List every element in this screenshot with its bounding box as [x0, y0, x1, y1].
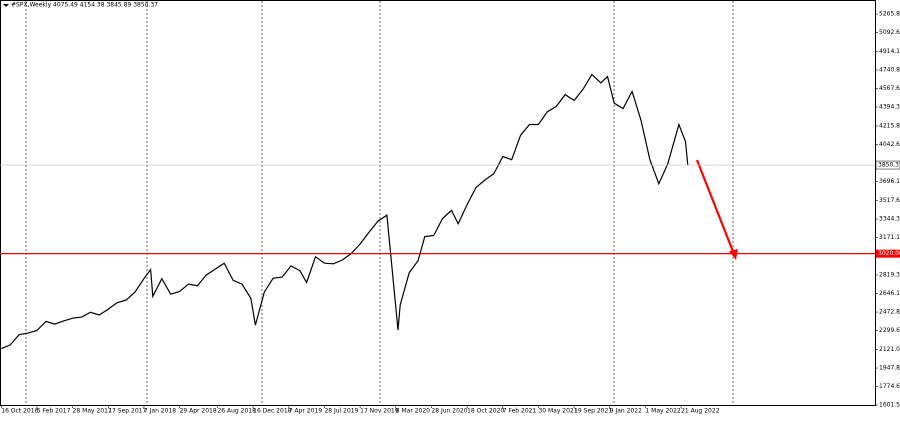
- y-tick-label: 2299.60: [879, 327, 900, 334]
- x-tick-label: 16 Oct 2016: [1, 408, 38, 415]
- y-tick-label: 5092.60: [879, 29, 900, 36]
- x-tick-label: 17 Sep 2017: [108, 408, 146, 415]
- x-tick-label: 7 Jan 2018: [144, 408, 176, 415]
- y-tick-label: 5265.85: [879, 10, 900, 17]
- y-tick-label: 3696.10: [879, 178, 900, 185]
- period-separators: [25, 1, 734, 405]
- x-tick-label: 29 Apr 2018: [180, 408, 217, 415]
- menu-icon[interactable]: [3, 4, 9, 7]
- level-label: 3020.00: [878, 250, 900, 257]
- x-tick-label: 26 Aug 2018: [217, 408, 256, 415]
- x-tick-label: 8 Mar 2020: [396, 408, 430, 415]
- x-tick-label: 1 May 2022: [645, 408, 680, 415]
- x-tick-label: 16 Dec 2018: [253, 408, 292, 415]
- y-tick-label: 4215.85: [879, 123, 900, 130]
- y-tick-label: 3517.60: [879, 197, 900, 204]
- x-tick-label: 5 Feb 2017: [37, 408, 71, 415]
- y-tick-label: 2121.05: [879, 346, 900, 353]
- x-tick-label: 28 Jun 2020: [431, 408, 467, 415]
- last-price-label: 3850.37: [878, 162, 900, 169]
- y-tick-label: 1774.60: [879, 383, 900, 390]
- x-tick-label: 28 Jul 2019: [324, 408, 358, 415]
- plot-frame: [0, 0, 876, 406]
- x-tick-label: 18 Oct 2020: [467, 408, 504, 415]
- last-price-box: [875, 160, 900, 170]
- y-tick-label: 1947.80: [879, 365, 900, 372]
- y-tick-label: 2819.35: [879, 272, 900, 279]
- y-tick-label: 4914.15: [879, 48, 900, 55]
- y-tick-label: 3171.10: [879, 234, 900, 241]
- x-tick-label: 21 Aug 2022: [681, 408, 720, 415]
- y-tick-label: 4394.35: [879, 103, 900, 110]
- chart-title: #SPX,Weekly 4075.49 4154.38 3845.89 3850…: [11, 2, 158, 9]
- x-tick-label: 28 May 2017: [73, 408, 112, 415]
- x-tick-label: 17 Nov 2019: [360, 408, 399, 415]
- y-tick-label: 4567.60: [879, 85, 900, 92]
- y-tick-label: 3344.35: [879, 216, 900, 223]
- y-tick-label: 2472.85: [879, 309, 900, 316]
- x-tick-label: 9 Jan 2022: [610, 408, 642, 415]
- x-tick-label: 19 Sep 2021: [574, 408, 612, 415]
- y-tick-label: 4042.60: [879, 141, 900, 148]
- y-tick-label: 1601.55: [879, 402, 900, 409]
- y-tick-label: 4740.85: [879, 67, 900, 74]
- x-tick-label: 7 Apr 2019: [289, 408, 322, 415]
- trend-arrow: [695, 159, 738, 260]
- x-tick-label: 30 May 2021: [538, 408, 577, 415]
- level-box: [876, 249, 900, 258]
- y-tick-label: 2646.10: [879, 290, 900, 297]
- x-tick-label: 7 Feb 2021: [503, 408, 537, 415]
